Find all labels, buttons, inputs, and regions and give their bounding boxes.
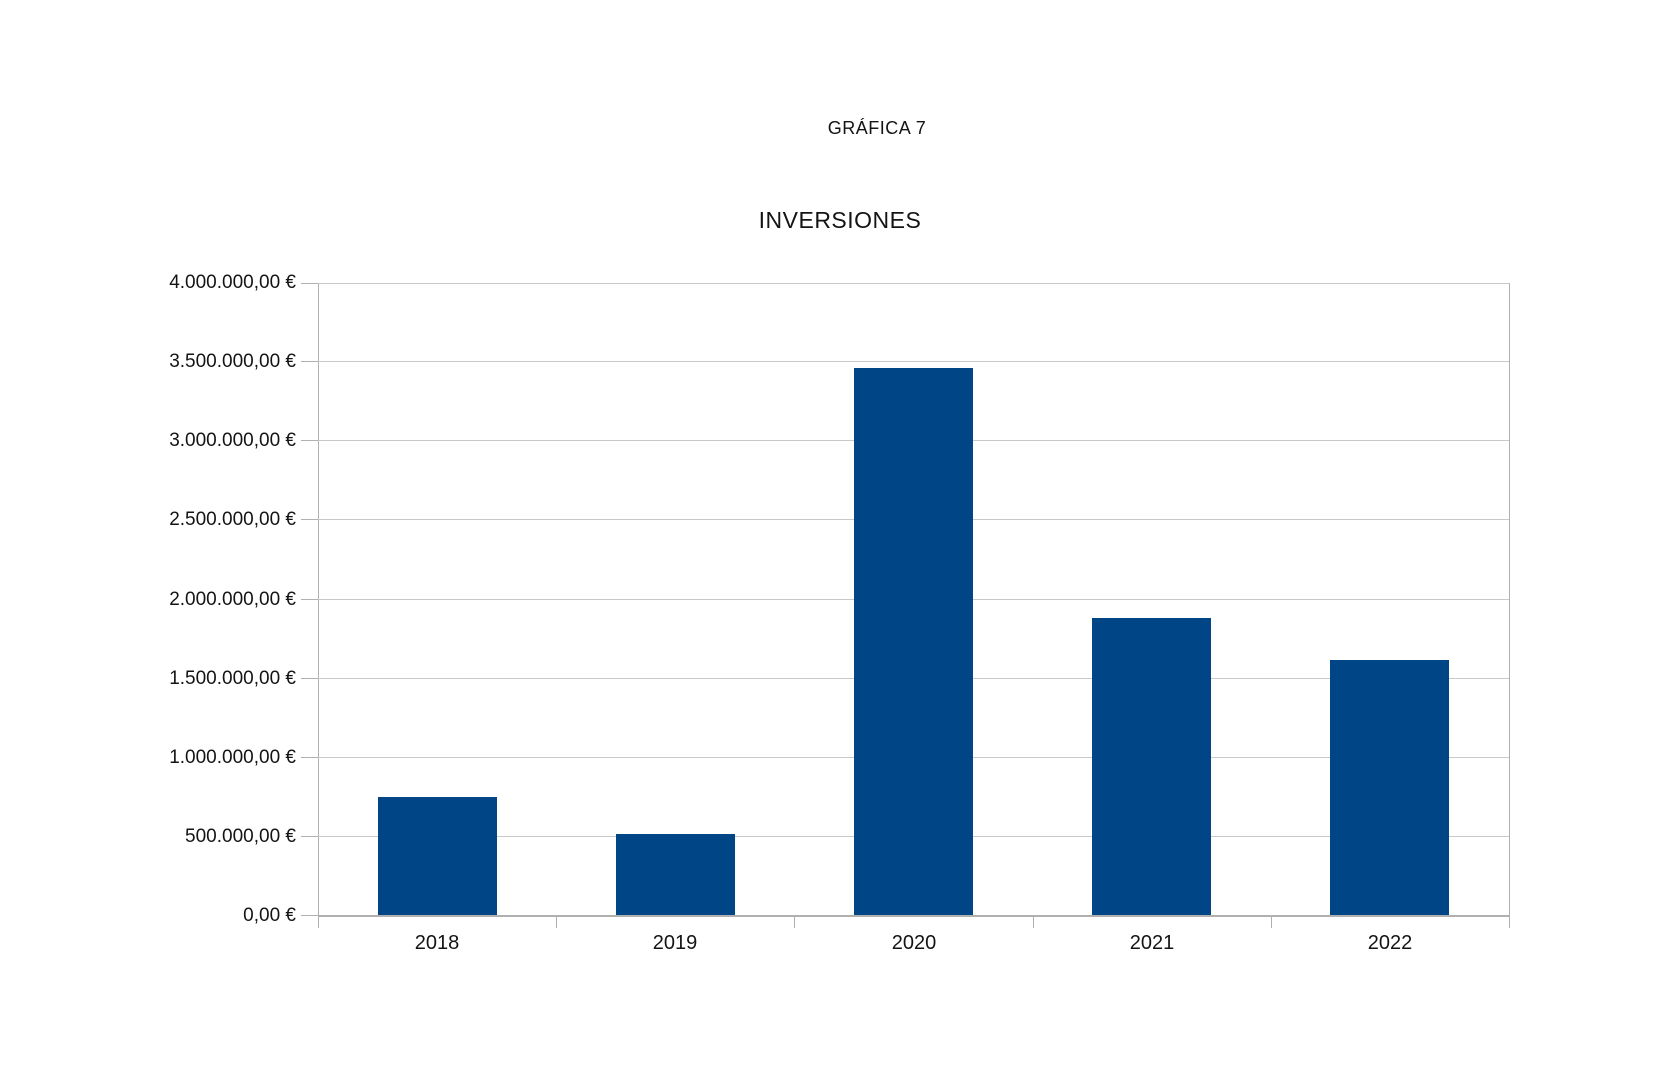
- plot-right-border: [1509, 283, 1510, 916]
- x-axis-tick: [1271, 916, 1272, 928]
- x-axis-label: 2019: [652, 932, 698, 954]
- y-axis-label: 4.000.000,00 €: [169, 272, 296, 293]
- y-axis-tick: [301, 283, 318, 284]
- y-gridline: [318, 361, 1509, 362]
- y-gridline: [318, 283, 1509, 284]
- y-axis-tick: [301, 440, 318, 441]
- y-axis-tick: [301, 915, 318, 916]
- bar-2022: [1330, 660, 1449, 916]
- y-axis-label: 500.000,00 €: [185, 826, 296, 847]
- y-axis-tick: [301, 757, 318, 758]
- y-axis-label: 3.500.000,00 €: [169, 351, 296, 372]
- x-axis-label: 2021: [1129, 932, 1175, 954]
- y-axis-tick: [301, 599, 318, 600]
- x-axis-tick: [1033, 916, 1034, 928]
- y-axis-tick: [301, 361, 318, 362]
- y-axis-label: 0,00 €: [243, 905, 296, 926]
- x-axis-label: 2022: [1367, 932, 1413, 954]
- y-axis-label: 2.500.000,00 €: [169, 509, 296, 530]
- y-axis-tick: [301, 678, 318, 679]
- x-axis-tick: [318, 916, 319, 928]
- x-axis-tick: [556, 916, 557, 928]
- x-axis-tick: [794, 916, 795, 928]
- figure-caption: GRÁFICA 7: [827, 118, 927, 138]
- bar-2018: [378, 797, 497, 916]
- bar-2020: [854, 368, 973, 916]
- chart-title: INVERSIONES: [758, 207, 922, 233]
- x-axis-label: 2018: [414, 932, 460, 954]
- x-axis-tick: [1509, 916, 1510, 928]
- y-axis-label: 3.000.000,00 €: [169, 430, 296, 451]
- y-axis-tick: [301, 519, 318, 520]
- plot-area: 0,00 € 500.000,00 € 1.000.000,00 € 1.500.00…: [169, 272, 1510, 954]
- y-axis-label: 1.500.000,00 €: [169, 668, 296, 689]
- x-axis-line: [318, 915, 1509, 917]
- y-axis-label: 2.000.000,00 €: [169, 589, 296, 610]
- bar-2021: [1092, 618, 1211, 916]
- bar-2019: [616, 834, 735, 916]
- y-axis-tick: [301, 836, 318, 837]
- y-axis-label: 1.000.000,00 €: [169, 747, 296, 768]
- x-axis-label: 2020: [891, 932, 937, 954]
